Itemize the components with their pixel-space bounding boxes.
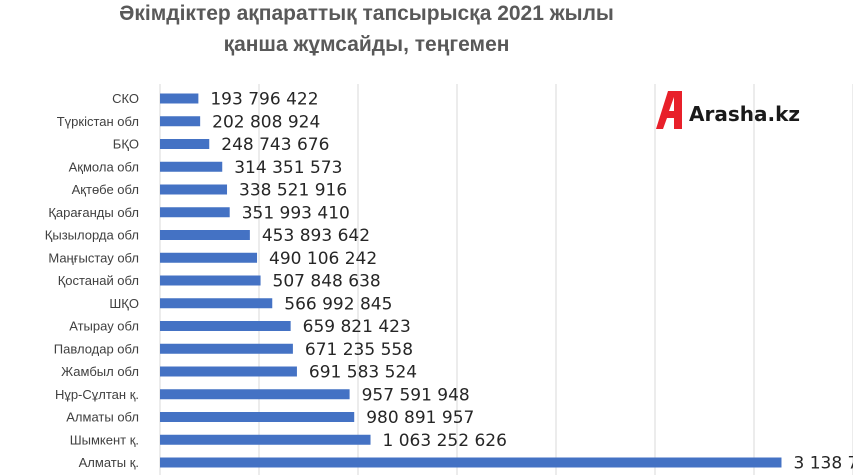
data-label: 314 351 573: [234, 158, 342, 178]
data-label: 351 993 410: [242, 203, 350, 223]
chart-title-line-1: Әкімдіктер ақпараттық тапсырысқа 2021 жы…: [119, 2, 614, 25]
category-label: Қызылорда обл: [45, 228, 139, 243]
bar: [160, 207, 230, 218]
bar: [160, 230, 250, 240]
bar: [160, 412, 355, 422]
category-label: Шымкент қ.: [70, 432, 139, 447]
bar: [160, 434, 371, 445]
gridlines: [159, 84, 853, 475]
bar: [160, 93, 199, 104]
category-label: БҚО: [113, 137, 139, 152]
category-labels: СКО Түркістан обл БҚО Ақмола обл Ақтөбе обл Қ…: [45, 91, 139, 470]
category-label: Ақтөбе обл: [72, 182, 139, 197]
data-label: 202 808 924: [212, 112, 320, 132]
data-label: 490 106 242: [269, 249, 377, 269]
category-label: Түркістан обл: [57, 114, 139, 129]
chart-title-line-2: қанша жұмсайды, теңгемен: [223, 33, 510, 56]
category-label: СКО: [112, 91, 139, 106]
bar: [160, 321, 291, 331]
category-label: Алматы обл: [66, 410, 139, 425]
data-label: 566 992 845: [284, 294, 392, 314]
category-label: Нұр-Сұлтан қ.: [55, 387, 139, 402]
bar: [160, 139, 210, 149]
category-label: Қостанай обл: [58, 273, 139, 288]
bar: [160, 116, 201, 127]
bar: [160, 184, 228, 195]
logo-text: Arasha.kz: [689, 102, 800, 126]
category-label: Жамбыл обл: [61, 364, 139, 379]
data-label: 1 063 252 626: [383, 431, 507, 451]
category-label: Атырау обл: [69, 319, 139, 334]
data-label: 453 893 642: [262, 226, 370, 246]
bar: [160, 161, 223, 172]
bar: [160, 343, 293, 354]
data-label: 248 743 676: [221, 135, 329, 155]
data-label: 3 138 787 512: [793, 454, 853, 474]
bar: [160, 275, 261, 286]
bar: [160, 298, 273, 309]
bar: [160, 457, 782, 468]
category-label: Павлодар обл: [54, 341, 139, 356]
bar: [160, 389, 350, 400]
data-label: 338 521 916: [239, 181, 347, 201]
data-label: 659 821 423: [303, 317, 411, 337]
category-label: Қарағанды обл: [48, 205, 139, 220]
data-label: 957 591 948: [362, 385, 470, 405]
data-label: 507 848 638: [273, 272, 381, 292]
data-label: 193 796 422: [210, 90, 318, 110]
data-label: 980 891 957: [366, 408, 474, 428]
category-label: Маңғыстау обл: [48, 250, 139, 265]
data-label: 671 235 558: [305, 340, 413, 360]
bars: [160, 93, 782, 468]
category-label: Ақмола обл: [69, 159, 139, 174]
bar: [160, 252, 258, 263]
data-label: 691 583 524: [309, 363, 417, 383]
category-label: ШҚО: [109, 296, 139, 311]
arasha-logo: Arasha.kz: [656, 91, 800, 129]
category-label: Алматы қ.: [79, 455, 139, 470]
bar: [160, 366, 297, 377]
logo-mark-icon: [656, 91, 682, 129]
